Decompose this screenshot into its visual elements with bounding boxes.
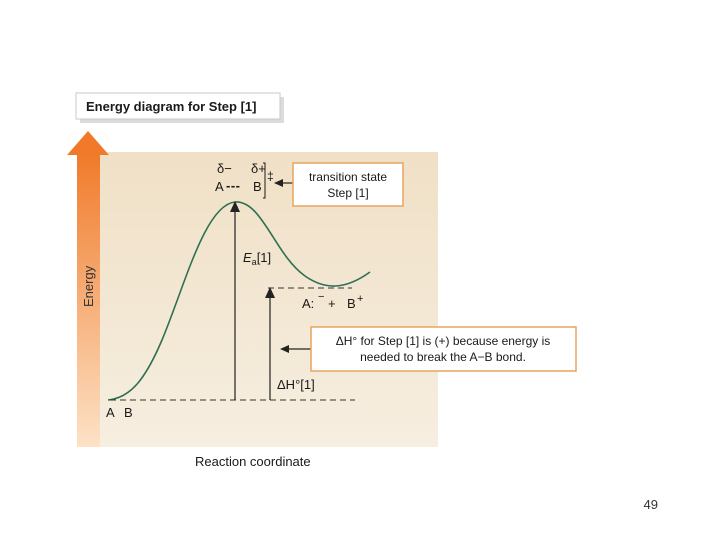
- title-box: Energy diagram for Step [1]: [75, 92, 284, 123]
- ts-double-dagger: ‡: [267, 169, 274, 183]
- ts-atom-b: B: [253, 179, 262, 194]
- ts-callout: transition state Step [1]: [292, 162, 404, 207]
- enthalpy-arrow: [265, 287, 275, 400]
- reactant-a: A: [106, 405, 115, 420]
- slide-number: 49: [643, 497, 658, 512]
- enthalpy-label: ΔH°[1]: [277, 377, 315, 392]
- energy-axis-label: Energy: [81, 265, 96, 307]
- ts-bond: ---: [226, 178, 241, 193]
- product-cation: B: [347, 296, 356, 311]
- diagram-title: Energy diagram for Step [1]: [86, 99, 256, 114]
- enthalpy-callout: ΔH° for Step [1] is (+) because energy i…: [310, 326, 577, 372]
- enthalpy-callout-line2: needed to break the A−B bond.: [360, 350, 526, 364]
- product-plus: +: [328, 296, 336, 311]
- ts-callout-line1: transition state: [309, 170, 387, 184]
- x-axis-label: Reaction coordinate: [195, 454, 311, 469]
- product-anion: A:: [302, 296, 314, 311]
- ts-atom-a: A: [215, 179, 224, 194]
- ts-delta-minus: δ−: [217, 161, 232, 176]
- reaction-curve: [107, 201, 371, 401]
- ts-delta-plus: δ+: [251, 161, 266, 176]
- products-label: A: − + B +: [302, 291, 363, 311]
- ts-pointer-arrow: [274, 179, 293, 187]
- ts-callout-line2: Step [1]: [327, 186, 368, 200]
- activation-energy-label: Ea[1]: [243, 250, 271, 267]
- transition-state-structure: δ− δ+ ‡ A --- B: [215, 161, 274, 199]
- enthalpy-pointer-arrow: [280, 345, 311, 353]
- enthalpy-callout-line1: ΔH° for Step [1] is (+) because energy i…: [336, 334, 551, 348]
- product-cation-charge: +: [357, 293, 363, 305]
- activation-energy-arrow: [230, 201, 240, 400]
- energy-axis-arrow: [67, 131, 109, 447]
- product-anion-charge: −: [318, 291, 324, 303]
- reactant-b: B: [124, 405, 133, 420]
